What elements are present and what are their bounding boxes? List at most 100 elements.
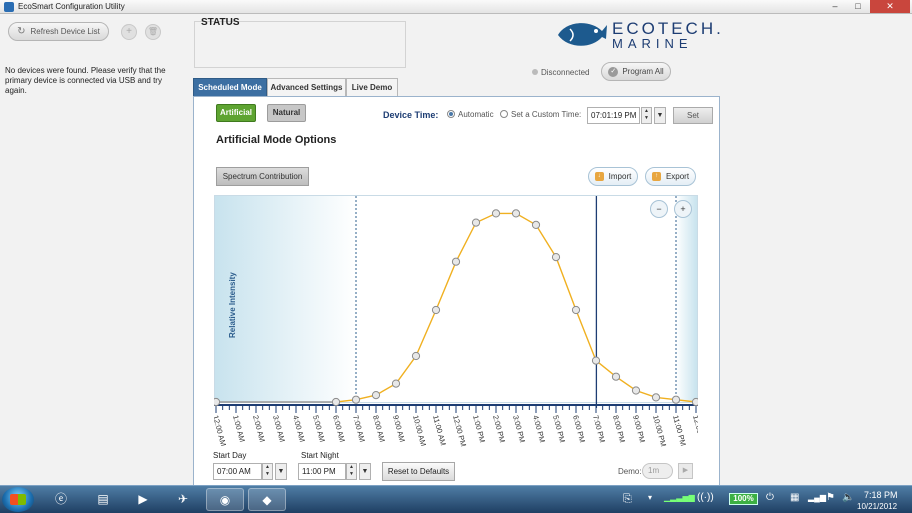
reset-to-defaults-button[interactable]: Reset to Defaults: [382, 462, 455, 481]
tab-live-demo[interactable]: Live Demo: [346, 78, 398, 96]
clock-date[interactable]: 10/21/2012: [857, 502, 898, 511]
natural-mode-button[interactable]: Natural: [267, 104, 306, 122]
program-all-label: Program All: [622, 67, 664, 76]
volume-icon[interactable]: 🔈: [842, 492, 855, 503]
internet-explorer-icon[interactable]: ⓔ: [54, 492, 67, 506]
flag-icon[interactable]: ⚑: [826, 492, 835, 503]
automatic-radio[interactable]: [447, 110, 455, 118]
x-tick-label: 11:00 AM: [431, 414, 448, 446]
start-day-stepper[interactable]: ▲ ▼: [262, 463, 273, 480]
zoom-in-icon[interactable]: +: [674, 200, 692, 218]
data-point: [611, 372, 621, 381]
app-icon-2[interactable]: ✈: [177, 492, 189, 506]
delete-device-button[interactable]: 🗑: [145, 24, 161, 40]
device-time-field[interactable]: 07:01:19 PM: [587, 107, 640, 124]
ecotech-logo-icon: [558, 23, 607, 46]
program-all-button[interactable]: ✓ Program All: [601, 62, 671, 81]
app-icon: [4, 2, 14, 12]
clock-time[interactable]: 7:18 PM: [864, 490, 898, 500]
automatic-label: Automatic: [458, 110, 494, 119]
file-explorer-icon[interactable]: ▤: [97, 492, 109, 506]
data-point: [214, 397, 221, 407]
media-player-icon[interactable]: ▶: [138, 492, 148, 506]
data-point: [431, 305, 441, 315]
data-point: [331, 397, 341, 407]
refresh-device-list-button[interactable]: ↻ Refresh Device List: [8, 22, 109, 41]
tab-advanced-settings[interactable]: Advanced Settings: [267, 78, 346, 96]
data-point: [391, 379, 401, 388]
connection-status-icon: [532, 69, 538, 75]
x-tick-label: 4:00 AM: [291, 414, 307, 443]
night-shade-evening: [676, 196, 697, 402]
intensity-chart[interactable]: 12:00 AM 1:00 AM 2:00 AM 3:00 AM 4:00 AM 5:00…: [214, 195, 698, 455]
x-tick-label: 7:00 PM: [591, 414, 607, 443]
custom-time-label: Set a Custom Time:: [511, 110, 582, 119]
x-tick-label: 8:00 PM: [611, 414, 627, 443]
x-tick-label: 10:00 PM: [651, 414, 668, 447]
x-tick-label: 5:00 PM: [551, 414, 567, 443]
x-tick-label: 3:00 PM: [511, 414, 527, 443]
device-time-stepper[interactable]: ▲ ▼: [641, 107, 652, 124]
y-axis-label: Relative Intensity: [228, 272, 237, 338]
refresh-label: Refresh Device List: [30, 27, 100, 36]
x-tick-label: 1:00 AM: [231, 414, 247, 443]
data-point: [411, 351, 421, 361]
custom-time-radio[interactable]: [500, 110, 508, 118]
status-box: [194, 21, 406, 68]
tab-scheduled-mode[interactable]: Scheduled Mode: [193, 78, 267, 96]
data-point: [351, 395, 361, 404]
tray-expand-icon[interactable]: ▾: [648, 493, 653, 502]
device-time-dropdown[interactable]: ▼: [654, 107, 666, 124]
data-point: [651, 393, 661, 402]
data-point: [491, 209, 501, 218]
wifi-bars-icon[interactable]: ▂▄▆: [808, 493, 826, 502]
check-icon: ✓: [608, 66, 619, 77]
close-button[interactable]: ✕: [870, 0, 910, 13]
x-tick-label: 12:00 AM: [691, 414, 698, 447]
zoom-out-icon[interactable]: −: [650, 200, 668, 218]
logo-text-ecotech: ECOTECH.: [612, 19, 724, 38]
data-point: [451, 257, 461, 266]
power-plug-icon: ⏻: [766, 492, 774, 503]
options-title: Artificial Mode Options: [216, 134, 337, 146]
wireless-icon[interactable]: ((·)): [697, 492, 714, 503]
chrome-icon[interactable]: ◉: [206, 488, 244, 511]
start-night-field[interactable]: 11:00 PM: [298, 463, 346, 480]
signal-bars-icon: ▁▂▃▅▆: [664, 493, 695, 502]
data-point: [671, 395, 681, 404]
export-button[interactable]: ↑ Export: [645, 167, 696, 186]
night-shade-morning: [215, 196, 356, 402]
demo-duration-select[interactable]: 1m: [642, 463, 673, 479]
import-label: Import: [608, 172, 632, 181]
network-icon[interactable]: ▦: [790, 492, 800, 503]
x-tick-label: 8:00 AM: [371, 414, 387, 443]
minimize-button[interactable]: –: [832, 1, 838, 11]
x-tick-label: 9:00 AM: [391, 414, 407, 443]
x-tick-label: 9:00 PM: [631, 414, 647, 443]
windows-logo-icon: [10, 494, 26, 505]
data-point: [471, 218, 481, 227]
usb-tray-icon[interactable]: ⎘: [623, 493, 632, 505]
data-point: [631, 386, 641, 395]
add-device-button[interactable]: +: [121, 24, 137, 40]
battery-indicator[interactable]: 100%: [729, 493, 758, 505]
data-point: [531, 220, 541, 229]
status-label: STATUS: [201, 17, 240, 28]
start-night-dropdown[interactable]: ▼: [359, 463, 371, 480]
start-night-stepper[interactable]: ▲ ▼: [346, 463, 357, 480]
demo-label: Demo:: [618, 467, 642, 476]
spectrum-contribution-button[interactable]: Spectrum Contribution: [216, 167, 309, 186]
ecosmart-taskbar-icon[interactable]: ◆: [248, 488, 286, 511]
title-bar: EcoSmart Configuration Utility – □ ✕: [0, 0, 912, 14]
import-button[interactable]: ↓ Import: [588, 167, 638, 186]
export-label: Export: [665, 172, 690, 181]
maximize-button[interactable]: □: [855, 1, 861, 11]
connection-status: Disconnected: [541, 68, 590, 77]
x-tick-label: 11:00 PM: [671, 414, 688, 447]
demo-play-button[interactable]: ▶: [678, 463, 693, 479]
start-day-field[interactable]: 07:00 AM: [213, 463, 262, 480]
set-time-button[interactable]: Set: [673, 107, 713, 124]
start-day-dropdown[interactable]: ▼: [275, 463, 287, 480]
artificial-mode-button[interactable]: Artificial: [216, 104, 256, 122]
start-day-label: Start Day: [213, 451, 247, 460]
